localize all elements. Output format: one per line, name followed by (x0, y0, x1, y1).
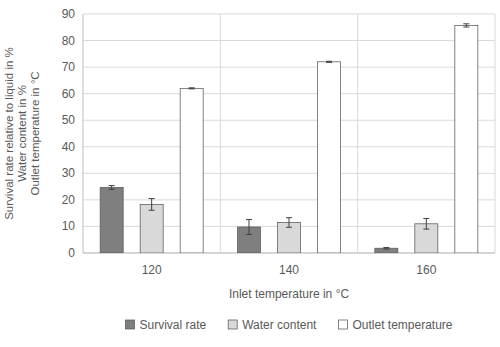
y-tick-label: 90 (62, 7, 76, 21)
grid-line (83, 173, 495, 174)
error-bar (189, 88, 195, 89)
y-tick-label: 60 (62, 87, 76, 101)
y-tick-label: 10 (62, 219, 76, 233)
error-cap (286, 227, 292, 228)
y-tick-label: 40 (62, 140, 76, 154)
grid-line (83, 93, 495, 94)
error-stem (289, 218, 290, 228)
y-tick-label: 20 (62, 193, 76, 207)
error-cap (109, 189, 115, 190)
error-cap (189, 87, 195, 88)
grid-line (83, 40, 495, 41)
grid-line (83, 67, 495, 68)
legend-swatch (125, 320, 134, 329)
bar (375, 248, 398, 253)
error-stem (426, 218, 427, 229)
y-tick-label: 0 (68, 246, 75, 260)
error-cap (423, 218, 429, 219)
chart: 0 10 20 30 40 50 60 70 80 90 120 140 160 Inlet temper… (0, 0, 500, 347)
grid-line (83, 120, 495, 121)
legend-label: Outlet temperature (352, 318, 452, 332)
error-cap (189, 88, 195, 89)
bars (100, 24, 478, 253)
error-stem (249, 220, 250, 235)
error-cap (246, 219, 252, 220)
error-cap (463, 23, 469, 24)
error-cap (463, 27, 469, 28)
bar (278, 222, 301, 253)
error-bar (109, 186, 115, 190)
error-bar (383, 247, 389, 249)
legend-item: Survival rate (125, 318, 206, 332)
grid-line (83, 199, 495, 200)
error-bar (423, 218, 429, 229)
category-separator (220, 14, 221, 253)
error-cap (149, 198, 155, 199)
x-axis-title: Inlet temperature in °C (229, 287, 350, 301)
error-cap (149, 210, 155, 211)
legend-label: Water content (242, 318, 317, 332)
error-cap (109, 185, 115, 186)
error-cap (246, 234, 252, 235)
y-tick-label: 50 (62, 113, 76, 127)
legend-swatch (228, 320, 237, 329)
y-axis (83, 14, 84, 253)
x-tick-label: 140 (279, 263, 299, 277)
error-cap (326, 61, 332, 62)
y-tick-label: 30 (62, 166, 76, 180)
error-bar (246, 220, 252, 235)
background (0, 0, 500, 347)
grid-line (83, 146, 495, 147)
bar (318, 62, 341, 253)
y-axis-title: Survival rate relative to liquid in % (3, 47, 15, 220)
error-cap (383, 247, 389, 248)
legend-label: Survival rate (139, 318, 206, 332)
error-stem (111, 186, 112, 190)
error-cap (326, 62, 332, 63)
category-separator (357, 14, 358, 253)
legend-item: Outlet temperature (338, 318, 452, 332)
error-stem (151, 199, 152, 211)
category-separator (495, 14, 496, 253)
error-cap (286, 217, 292, 218)
error-cap (383, 249, 389, 250)
error-bar (326, 61, 332, 62)
x-tick-label: 160 (416, 263, 436, 277)
error-bar (463, 24, 469, 27)
bar (455, 25, 478, 253)
legend: Survival rate Water content Outlet tempera… (125, 318, 452, 332)
bar (180, 88, 203, 253)
x-tick-label: 120 (142, 263, 162, 277)
bar (140, 204, 163, 253)
y-tick-label: 70 (62, 60, 76, 74)
y-axis-title: Outlet temperature in °C (29, 71, 41, 195)
legend-item: Water content (228, 318, 317, 332)
grid-line (83, 14, 495, 15)
legend-swatch (338, 320, 347, 329)
y-tick-label: 80 (62, 34, 76, 48)
bar (100, 187, 123, 253)
error-cap (423, 229, 429, 230)
error-bar (149, 199, 155, 211)
y-axis-title: Water content in % (16, 85, 28, 182)
error-bar (286, 218, 292, 228)
